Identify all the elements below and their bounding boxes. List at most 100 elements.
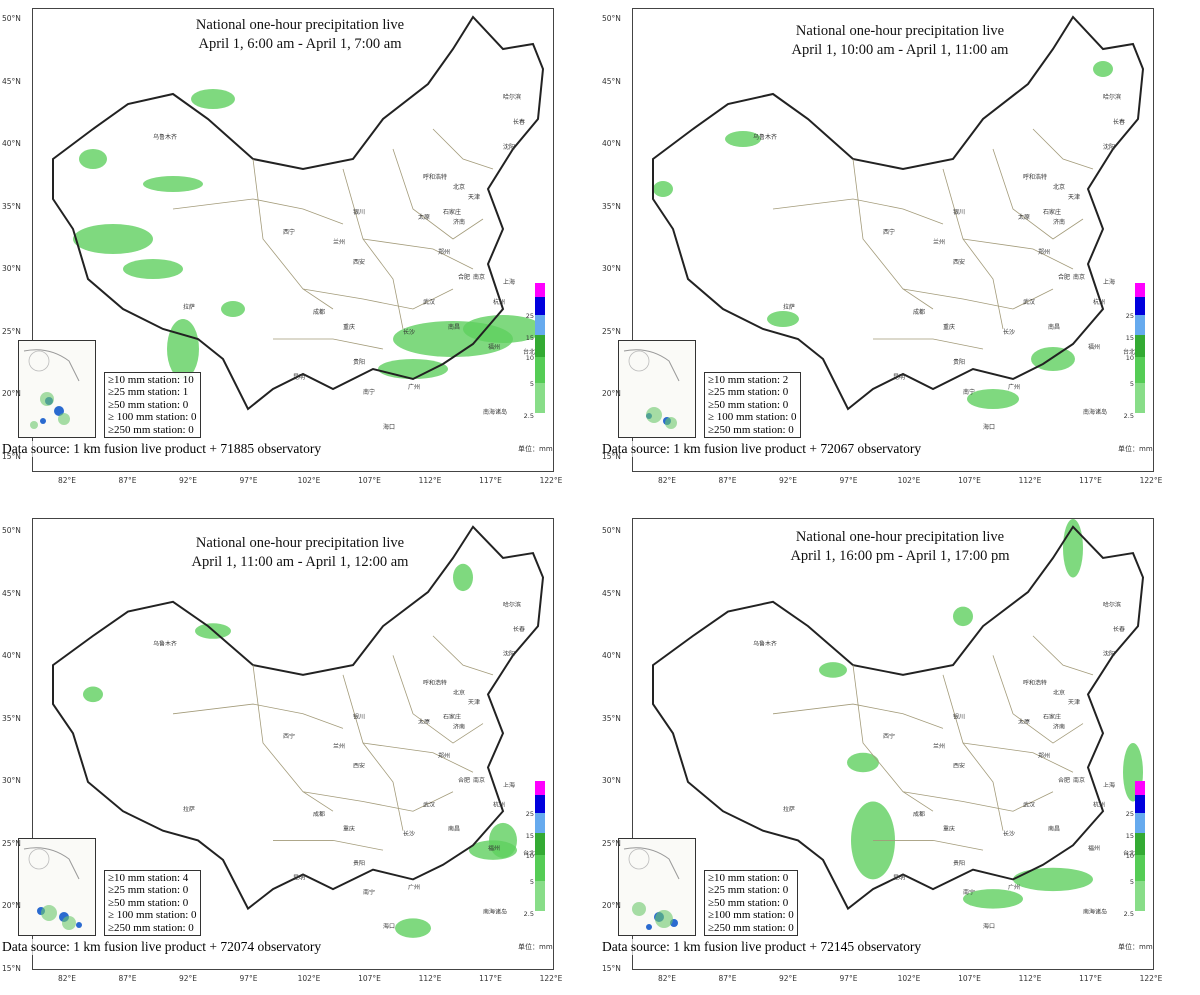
longitude-label: 107°E	[358, 974, 381, 983]
color-legend	[535, 781, 545, 933]
city-label: 海口	[383, 922, 395, 930]
city-label: 武汉	[1023, 298, 1035, 306]
city-label: 昆明	[893, 374, 905, 381]
legend-swatch	[1135, 813, 1145, 833]
city-label: 银川	[353, 713, 365, 721]
longitude-label: 112°E	[418, 476, 442, 485]
legend-tick: 25	[525, 312, 534, 320]
latitude-label: 45°N	[602, 588, 621, 598]
station-count-50mm: ≥50 mm station: 0	[108, 398, 189, 411]
longitude-label: 82°E	[657, 974, 677, 983]
city-label: 重庆	[343, 323, 355, 331]
city-label: 台北	[523, 348, 535, 356]
longitude-label: 117°E	[479, 476, 502, 485]
legend-tick: 10	[1125, 852, 1134, 860]
city-label: 杭州	[493, 298, 505, 306]
legend-swatch	[535, 855, 545, 881]
city-label: 济南	[1053, 722, 1065, 730]
longitude-label: 117°E	[1079, 974, 1102, 983]
city-label: 沈阳	[1103, 143, 1115, 151]
city-label: 兰州	[333, 742, 345, 750]
city-label: 贵阳	[353, 859, 365, 867]
longitude-label: 107°E	[958, 974, 981, 983]
city-label: 成都	[913, 308, 925, 316]
map-panel-4: 乌鲁木齐 哈尔滨 长春 沈阳 呼和浩特 北京 天津 石家庄 太原 济南 银川 兰州 西宁 西安 郑州 南京 上海…	[600, 498, 1200, 995]
station-count-250mm: ≥250 mm station: 0	[108, 423, 194, 436]
legend-tick: 5	[529, 878, 534, 886]
city-label: 乌鲁木齐	[153, 133, 177, 141]
city-label: 重庆	[943, 323, 955, 331]
city-label: 海口	[983, 423, 995, 431]
legend-swatch	[535, 357, 545, 383]
legend-swatch	[1135, 855, 1145, 881]
city-label: 南海诸岛	[1083, 408, 1107, 416]
title-line-2: April 1, 11:00 am - April 1, 12:00 am	[191, 554, 409, 570]
latitude-label: 35°N	[602, 201, 621, 211]
city-label: 呼和浩特	[1023, 173, 1047, 181]
city-label: 成都	[913, 810, 925, 818]
longitude-label: 112°E	[1018, 476, 1042, 485]
city-label: 沈阳	[503, 649, 515, 657]
city-label: 济南	[1053, 218, 1065, 226]
precipitation-layer	[73, 89, 543, 379]
legend-tick: 25	[1125, 810, 1134, 818]
latitude-label: 40°N	[2, 651, 21, 660]
city-label: 南京	[1073, 273, 1085, 281]
province-borders	[772, 635, 1094, 851]
province-borders	[172, 635, 494, 851]
map-panel-3: 乌鲁木齐 哈尔滨 长春 沈阳 呼和浩特 北京 天津 石家庄 太原 济南 银川 兰州 西宁 西安 郑州 南京 上海…	[0, 498, 600, 995]
longitude-label: 87°E	[118, 974, 137, 983]
city-label: 拉萨	[183, 805, 195, 813]
city-label: 西安	[953, 761, 965, 769]
city-label: 哈尔滨	[1103, 93, 1121, 101]
rain-area	[167, 319, 199, 379]
city-label: 合肥	[458, 776, 470, 784]
city-label: 太原	[1018, 718, 1030, 726]
latitude-label: 50°N	[2, 526, 21, 535]
city-label: 广州	[1008, 883, 1020, 891]
city-label: 拉萨	[783, 303, 795, 311]
city-label: 西宁	[883, 732, 895, 740]
city-label: 合肥	[458, 273, 470, 281]
title-line-1: National one-hour precipitation live	[795, 23, 1005, 39]
city-label: 北京	[1053, 688, 1065, 696]
station-count-25mm: ≥25 mm station: 0	[108, 884, 189, 897]
city-label: 呼和浩特	[1023, 679, 1047, 687]
legend-swatch	[1135, 297, 1145, 315]
station-count-10mm: ≥10 mm station: 0	[708, 872, 789, 884]
station-count-100mm: ≥ 100 mm station: 0	[708, 411, 797, 424]
city-label: 上海	[503, 781, 515, 789]
rain-area	[1093, 61, 1113, 77]
legend-swatch	[535, 383, 545, 413]
city-label: 福州	[1088, 343, 1100, 351]
city-label: 广州	[408, 883, 420, 891]
station-count-10mm: ≥10 mm station: 10	[108, 374, 194, 386]
legend-swatch	[1135, 315, 1145, 335]
title-line-2: April 1, 10:00 am - April 1, 11:00 am	[791, 42, 1009, 58]
station-count-10mm: ≥10 mm station: 2	[708, 374, 789, 386]
city-label: 南昌	[448, 323, 460, 331]
city-label: 哈尔滨	[503, 93, 521, 101]
legend-tick: 2.5	[1123, 910, 1134, 918]
precipitation-layer	[83, 563, 517, 938]
title-line-1: National one-hour precipitation live	[195, 17, 405, 33]
color-legend	[1135, 283, 1145, 435]
rain-area	[73, 224, 153, 254]
city-label: 银川	[953, 713, 965, 721]
city-label: 济南	[453, 722, 465, 730]
city-label: 福州	[488, 343, 500, 351]
legend-unit: 单位：mm	[1118, 445, 1153, 453]
city-label: 广州	[408, 383, 420, 391]
city-label: 天津	[1068, 699, 1080, 706]
city-label: 昆明	[293, 374, 305, 381]
city-label: 长沙	[403, 830, 415, 838]
latitude-label: 15°N	[602, 451, 621, 461]
longitude-label: 117°E	[479, 974, 502, 983]
city-label: 北京	[453, 183, 465, 191]
latitude-label: 35°N	[602, 713, 621, 723]
longitude-label: 87°E	[718, 974, 737, 983]
